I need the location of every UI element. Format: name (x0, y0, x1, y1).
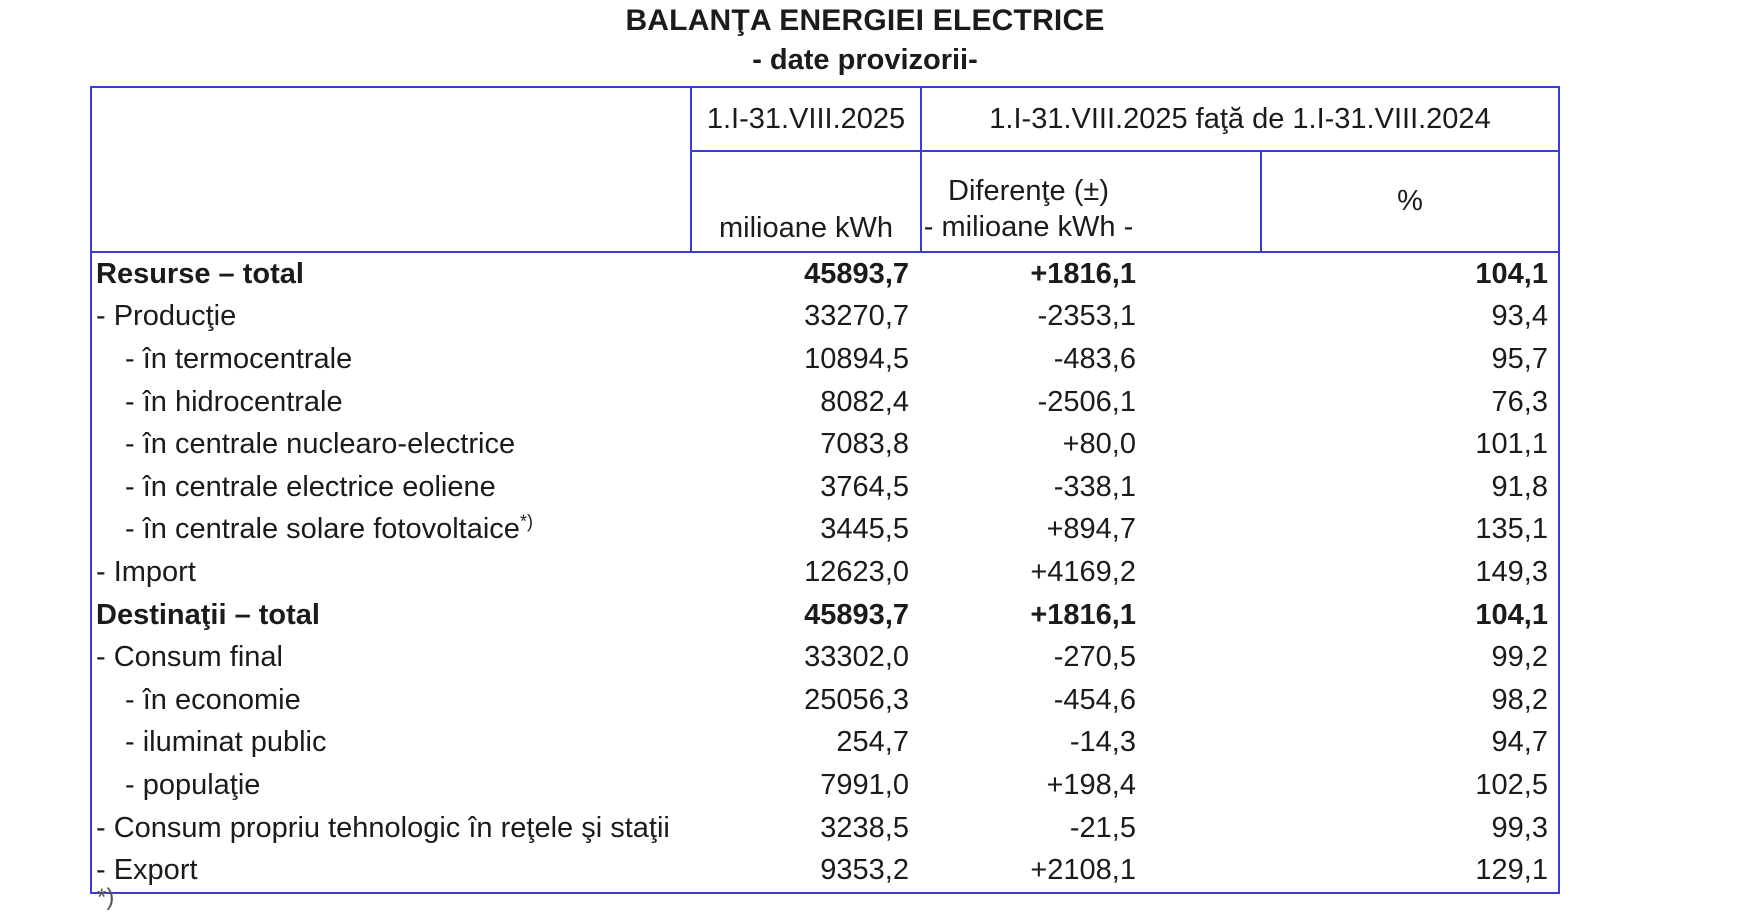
value-kwh: 254,7 (836, 726, 909, 759)
value-kwh: 9353,2 (820, 854, 909, 887)
value-pct: 104,1 (1475, 257, 1548, 290)
value-kwh: 25056,3 (804, 683, 909, 716)
value-kwh: 45893,7 (804, 257, 909, 290)
value-diff: +2108,1 (1030, 854, 1136, 887)
col-header-diff-line1: Diferenţe (±) (948, 174, 1109, 207)
table-row: - Consum final 33302,0 -270,5 99,2 (91, 636, 1559, 679)
value-diff: +198,4 (1046, 768, 1136, 801)
table-row: - în centrale solare fotovoltaice*) 3445… (91, 509, 1559, 552)
row-label: - în centrale nuclearo-electrice (125, 428, 516, 461)
table-row: - în centrale electrice eoliene 3764,5 -… (91, 466, 1559, 509)
value-pct: 104,1 (1475, 598, 1548, 631)
row-label: - în centrale electrice eoliene (125, 470, 496, 503)
table-row: - Import 12623,0 +4169,2 149,3 (91, 551, 1559, 594)
value-diff: -21,5 (1069, 811, 1136, 844)
value-kwh: 33302,0 (804, 641, 909, 674)
table-row: - în economie 25056,3 -454,6 98,2 (91, 679, 1559, 722)
table-body: Resurse – total 45893,7 +1816,1 104,1 - … (91, 252, 1559, 893)
value-pct: 93,4 (1491, 300, 1548, 333)
value-diff: -454,6 (1053, 683, 1136, 716)
value-diff: -2353,1 (1037, 300, 1136, 333)
col-header-period-compare: 1.I-31.VIII.2025 faţă de 1.I-31.VIII.202… (920, 86, 1560, 152)
table-row: - în hidrocentrale 8082,4 -2506,1 76,3 (91, 381, 1559, 424)
table-row: - în termocentrale 10894,5 -483,6 95,7 (91, 338, 1559, 381)
row-label: - populaţie (125, 768, 261, 801)
value-diff: +4169,2 (1030, 555, 1136, 588)
value-pct: 135,1 (1475, 513, 1548, 546)
value-diff: -483,6 (1053, 342, 1136, 375)
table-row: - Consum propriu tehnologic în reţele şi… (91, 807, 1559, 850)
row-label: - iluminat public (125, 726, 327, 759)
row-label: Destinaţii – total (96, 598, 320, 631)
row-label: - în centrale solare fotovoltaice*) (125, 511, 533, 546)
row-label: - Export (96, 854, 198, 887)
footnote-ref: *) (519, 511, 533, 532)
value-kwh: 12623,0 (804, 555, 909, 588)
value-pct: 99,3 (1491, 811, 1548, 844)
page-title: BALANŢA ENERGIEI ELECTRICE (625, 4, 1105, 37)
col-header-diff-line2: - milioane kWh - (923, 210, 1134, 243)
value-kwh: 7083,8 (820, 428, 909, 461)
value-pct: 149,3 (1475, 555, 1548, 588)
value-diff: +1816,1 (1030, 257, 1136, 290)
value-diff: +1816,1 (1030, 598, 1136, 631)
row-label: - în hidrocentrale (125, 385, 343, 418)
table-row: - în centrale nuclearo-electrice 7083,8 … (91, 423, 1559, 466)
col-header-period-current: 1.I-31.VIII.2025 (690, 86, 922, 152)
energy-balance-table: 1.I-31.VIII.2025 1.I-31.VIII.2025 faţă d… (90, 86, 1560, 894)
value-kwh: 10894,5 (804, 342, 909, 375)
value-diff: -270,5 (1053, 641, 1136, 674)
row-label: - în termocentrale (125, 342, 353, 375)
table-row: Resurse – total 45893,7 +1816,1 104,1 (91, 252, 1559, 296)
value-diff: +80,0 (1062, 428, 1136, 461)
row-label: - Consum final (96, 641, 283, 674)
value-pct: 91,8 (1491, 470, 1548, 503)
row-label: Resurse – total (96, 257, 304, 290)
value-pct: 99,2 (1491, 641, 1548, 674)
value-pct: 98,2 (1491, 683, 1548, 716)
value-pct: 102,5 (1475, 768, 1548, 801)
value-kwh: 33270,7 (804, 300, 909, 333)
value-kwh: 3238,5 (820, 811, 909, 844)
value-diff: -338,1 (1053, 470, 1136, 503)
value-pct: 101,1 (1475, 428, 1548, 461)
row-label: - în economie (125, 683, 301, 716)
table-row: Destinaţii – total 45893,7 +1816,1 104,1 (91, 594, 1559, 637)
col-header-percent: % (1260, 151, 1560, 253)
value-pct: 94,7 (1491, 726, 1548, 759)
value-kwh: 3764,5 (820, 470, 909, 503)
row-label: - Import (96, 555, 196, 588)
table-row: - Producţie 33270,7 -2353,1 93,4 (91, 296, 1559, 339)
table-row: - Export 9353,2 +2108,1 129,1 (91, 849, 1559, 893)
row-label: - Producţie (96, 300, 237, 333)
value-pct: 95,7 (1491, 342, 1548, 375)
value-kwh: 45893,7 (804, 598, 909, 631)
value-pct: 76,3 (1491, 385, 1548, 418)
footnote-marker: *) (97, 884, 115, 911)
header-empty-cell (90, 86, 692, 253)
value-pct: 129,1 (1475, 854, 1548, 887)
title-block: BALANŢA ENERGIEI ELECTRICE - date proviz… (0, 4, 1730, 77)
page-subtitle: - date provizorii- (752, 44, 978, 76)
table-row: - iluminat public 254,7 -14,3 94,7 (91, 722, 1559, 765)
value-kwh: 8082,4 (820, 385, 909, 418)
table-row: - populaţie 7991,0 +198,4 102,5 (91, 764, 1559, 807)
col-header-diff: Diferenţe (±) - milioane kWh - (920, 151, 1262, 253)
value-kwh: 7991,0 (820, 768, 909, 801)
col-header-unit: milioane kWh (690, 151, 922, 253)
value-diff: -2506,1 (1037, 385, 1136, 418)
value-diff: +894,7 (1046, 513, 1136, 546)
row-label: - Consum propriu tehnologic în reţele şi… (96, 811, 670, 844)
value-diff: -14,3 (1069, 726, 1136, 759)
value-kwh: 3445,5 (820, 513, 909, 546)
